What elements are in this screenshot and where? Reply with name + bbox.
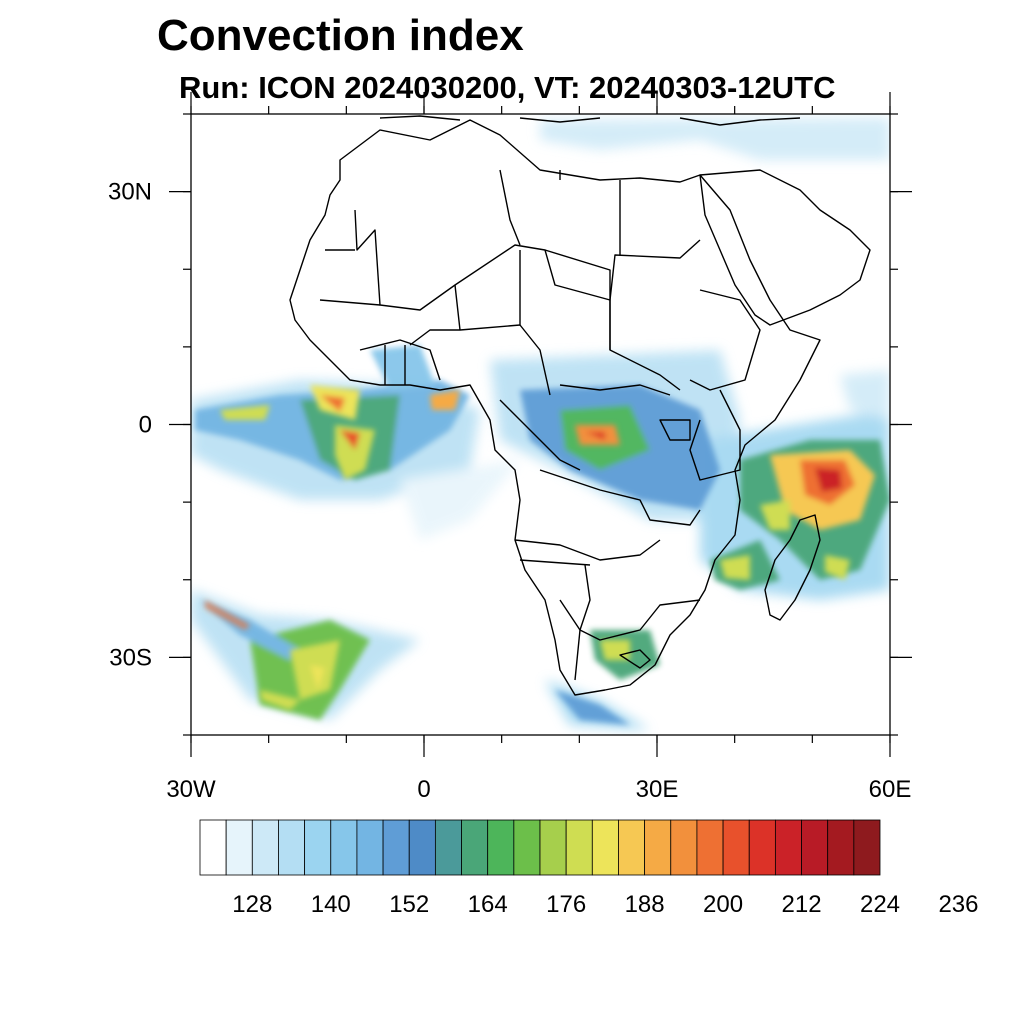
colorbar-swatch xyxy=(696,819,724,876)
colorbar-label: 176 xyxy=(546,891,586,918)
colorbar-label: 128 xyxy=(232,891,272,918)
colorbar-label: 164 xyxy=(468,891,508,918)
colorbar-swatch xyxy=(539,819,567,876)
colorbar-swatch xyxy=(304,819,332,876)
colorbar-swatch xyxy=(565,819,593,876)
y-tick-label: 30S xyxy=(109,644,152,671)
colorbar-swatch xyxy=(199,819,227,876)
colorbar-swatch xyxy=(618,819,646,876)
colorbar-label: 200 xyxy=(703,891,743,918)
colorbar-swatch xyxy=(801,819,829,876)
colorbar-swatch xyxy=(827,819,855,876)
colorbar-swatch xyxy=(774,819,802,876)
colorbar-swatch xyxy=(434,819,462,876)
colorbar-label: 236 xyxy=(938,891,978,918)
colorbar-swatch xyxy=(853,819,881,876)
map-subtitle: Run: ICON 2024030200, VT: 20240303-12UTC xyxy=(179,70,836,105)
colorbar-swatch xyxy=(278,819,306,876)
colorbar-swatch xyxy=(251,819,279,876)
colorbar-label: 140 xyxy=(311,891,351,918)
colorbar-swatch xyxy=(330,819,358,876)
map-title: Convection index xyxy=(157,11,524,60)
colorbar-label: 188 xyxy=(625,891,665,918)
colorbar-swatch xyxy=(408,819,436,876)
colorbar: 128 140 152 164 176 188 200 212 224 236 xyxy=(199,819,978,918)
x-tick-label: 30E xyxy=(636,776,679,803)
colorbar-swatch xyxy=(487,819,515,876)
colorbar-swatch xyxy=(382,819,410,876)
colorbar-swatch xyxy=(670,819,698,876)
colorbar-swatch xyxy=(748,819,776,876)
colorbar-swatch xyxy=(356,819,384,876)
convection-field xyxy=(191,118,890,730)
colorbar-label: 212 xyxy=(782,891,822,918)
x-tick-label: 30W xyxy=(166,776,216,803)
colorbar-label: 224 xyxy=(860,891,900,918)
x-tick-label: 0 xyxy=(417,776,430,803)
colorbar-swatch xyxy=(225,819,253,876)
colorbar-swatch xyxy=(644,819,672,876)
colorbar-swatch xyxy=(591,819,619,876)
country-borders xyxy=(289,115,871,696)
colorbar-swatch xyxy=(513,819,541,876)
colorbar-swatch xyxy=(722,819,750,876)
colorbar-swatch xyxy=(461,819,489,876)
x-tick-label: 60E xyxy=(869,776,912,803)
y-tick-label: 0 xyxy=(139,412,152,439)
colorbar-label: 152 xyxy=(389,891,429,918)
y-tick-label: 30N xyxy=(108,179,152,206)
